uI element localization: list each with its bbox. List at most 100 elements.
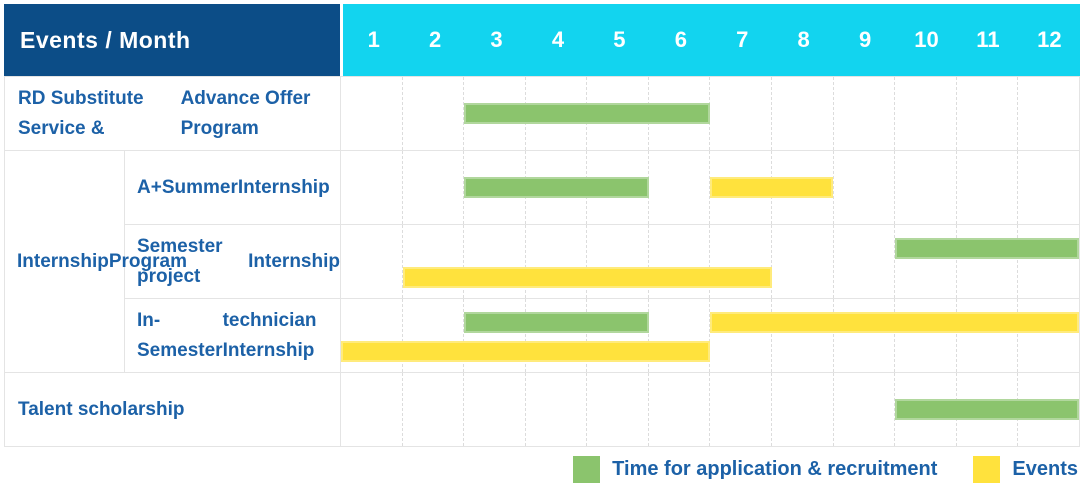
- month-grid-cell: [832, 77, 895, 150]
- row-label: Semester project Internship: [125, 225, 340, 298]
- month-grid-cell: [341, 225, 402, 298]
- row-timeline: [340, 77, 1079, 150]
- bar-event: [341, 341, 710, 362]
- gantt-row: RD Substitute Service & Advance Offer Pro…: [5, 77, 1079, 150]
- month-header-label: 12: [1037, 27, 1062, 52]
- month-grid-cell: [647, 373, 710, 446]
- legend-item: Events: [973, 456, 1078, 483]
- month-grid-cell: [586, 373, 648, 446]
- month-header-label: 6: [674, 27, 687, 52]
- month-grid-cell: [955, 77, 1018, 150]
- month-grid-cell: [647, 151, 710, 224]
- month-header-label: 5: [613, 27, 626, 52]
- month-grid-cell: [1017, 225, 1079, 298]
- bar-application: [464, 312, 649, 333]
- legend-label: Events: [1012, 458, 1078, 480]
- month-grid-cell: [341, 151, 402, 224]
- gantt-row: In-Semester technician Internship: [125, 298, 1079, 372]
- label-line: Semester project: [137, 235, 223, 287]
- month-header-label: 2: [429, 27, 442, 52]
- month-grid-cell: [709, 77, 771, 150]
- month-grid-cell: [1017, 151, 1079, 224]
- row-timeline: [340, 299, 1079, 372]
- month-header-label: 8: [797, 27, 810, 52]
- month-grid-cell: [955, 151, 1018, 224]
- gantt-row: A+Summer Internship: [125, 151, 1079, 224]
- month-grid-cell: [771, 77, 833, 150]
- bar-event: [402, 267, 772, 288]
- legend-swatch-event: [973, 456, 1001, 483]
- label-line: Advance Offer Program: [180, 87, 311, 139]
- month-grid-cell: [647, 225, 710, 298]
- month-grid-cell: [832, 299, 895, 372]
- bar-application: [464, 103, 710, 124]
- month-grid-cell: [832, 151, 895, 224]
- bar-application: [464, 177, 649, 198]
- month-grid-cell: [463, 225, 525, 298]
- month-header-label: 3: [490, 27, 503, 52]
- header-title: Events / Month: [4, 4, 340, 76]
- month-grid-cell: [463, 151, 525, 224]
- row-timeline: [340, 151, 1079, 224]
- gantt-row: Semester project Internship: [125, 224, 1079, 298]
- month-grid-cell: [401, 373, 464, 446]
- label-line: Talent scholarship: [18, 398, 185, 420]
- month-grid-cell: [647, 299, 710, 372]
- table-header: Events / Month 1 2 3 4 5 6 7 8 9 10 11 12: [4, 4, 1080, 76]
- month-grid-cell: [832, 373, 895, 446]
- gantt-row: Talent scholarship: [5, 372, 1079, 446]
- month-grid-cell: [401, 225, 464, 298]
- month-grid-cell: [401, 299, 464, 372]
- label-line: technician Internship: [222, 309, 317, 361]
- month-grid-cell: [771, 373, 833, 446]
- month-grid-cell: [524, 225, 587, 298]
- row-label: In-Semester technician Internship: [125, 299, 340, 372]
- month-grid-cell: [955, 225, 1018, 298]
- month-grid-cell: [1017, 299, 1079, 372]
- month-grid-cell: [341, 373, 402, 446]
- legend-label: Time for application & recruitment: [612, 458, 938, 480]
- month-grid-cell: [401, 77, 464, 150]
- month-grid-cell: [524, 373, 587, 446]
- month-grid-cell: [894, 77, 956, 150]
- events-month-table: Events / Month 1 2 3 4 5 6 7 8 9 10 11 12 RD Substi…: [4, 4, 1080, 447]
- legend: Time for application & recruitment Events: [537, 456, 1078, 483]
- month-grid-cell: [955, 299, 1018, 372]
- row-group: Internship Program A+Summer Internship Semes…: [5, 150, 1079, 372]
- legend-swatch-application: [573, 456, 601, 483]
- month-grid-cell: [894, 225, 956, 298]
- row-label: Talent scholarship: [5, 373, 340, 446]
- label-line: Internship: [237, 176, 330, 198]
- month-grid-cell: [463, 299, 525, 372]
- month-grid-cell: [586, 299, 648, 372]
- month-header-label: 9: [858, 27, 872, 52]
- month-header-label: 1: [367, 27, 380, 52]
- row-timeline: [340, 225, 1079, 298]
- label-line: A+Summer: [137, 176, 238, 198]
- month-header-label: 7: [736, 27, 749, 52]
- row-label: A+Summer Internship: [125, 151, 340, 224]
- month-grid-cell: [709, 225, 771, 298]
- month-header: 1 2 3 4 5 6 7 8 9 10 11 12: [343, 4, 1080, 76]
- month-grid-cell: [771, 225, 833, 298]
- month-grid-cell: [709, 151, 771, 224]
- month-grid-cell: [524, 299, 587, 372]
- bar-event: [710, 312, 1079, 333]
- group-label: Internship Program: [5, 151, 187, 372]
- month-header-label: 11: [976, 27, 1000, 52]
- bar-application: [894, 399, 1079, 420]
- legend-item: Time for application & recruitment: [573, 456, 937, 483]
- month-grid-cell: [463, 77, 525, 150]
- label-line: Internship: [248, 250, 340, 272]
- label-line: Internship: [17, 250, 109, 272]
- group-rows: A+Summer Internship Semester project Intern…: [125, 151, 1079, 372]
- month-header-label: 4: [551, 27, 565, 52]
- month-grid-cell: [463, 373, 525, 446]
- label-line: In-Semester: [137, 309, 223, 361]
- label-line: Program: [108, 250, 187, 272]
- month-grid-cell: [771, 299, 833, 372]
- bar-event: [710, 177, 833, 198]
- month-header-label: 10: [914, 27, 939, 52]
- month-grid-cell: [401, 151, 464, 224]
